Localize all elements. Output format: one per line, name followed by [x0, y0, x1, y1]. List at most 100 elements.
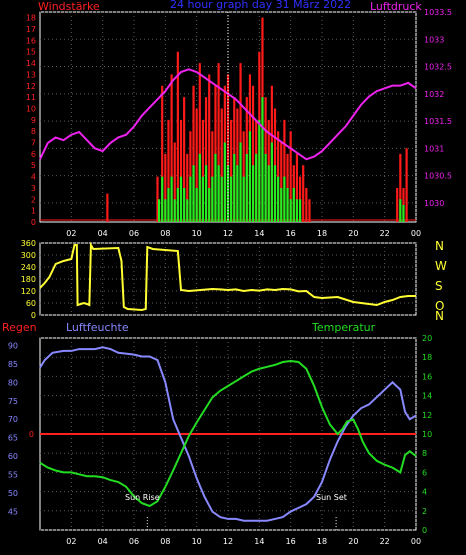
x-tick-label: 06	[129, 537, 139, 546]
sunset-label: Sun Set	[316, 493, 347, 502]
pressure-tick-label: 1033.5	[424, 8, 452, 17]
humidity-tick-label: 60	[8, 452, 18, 461]
wind-tick-label: 10	[26, 104, 36, 113]
x-tick-label: 14	[254, 229, 264, 238]
wind-tick-label: 1	[31, 207, 36, 216]
wind-direction-panel: 0 60 120 180 240 300 360	[21, 239, 417, 320]
temperature-tick-label: 0	[422, 526, 427, 535]
x-tick-label: 16	[286, 537, 296, 546]
x-tick-label: 12	[223, 537, 233, 546]
pressure-tick-label: 1030.5	[424, 172, 452, 181]
humidity-tick-label: 55	[8, 471, 18, 480]
direction-tick-label: 0	[31, 311, 36, 320]
humidity-title: Luftfeuchte	[66, 321, 129, 334]
x-tick-label: 14	[254, 537, 264, 546]
temperature-tick-label: 6	[422, 468, 427, 477]
wind-tick-label: 11	[26, 93, 36, 102]
x-tick-label: 16	[286, 229, 296, 238]
x-tick-label: 02	[66, 537, 76, 546]
temperature-title: Temperatur	[311, 321, 376, 334]
direction-tick-label: 300	[21, 251, 36, 260]
temperature-tick-label: 2	[422, 507, 427, 516]
pressure-tick-label: 1032.5	[424, 63, 452, 72]
x-tick-label: 20	[348, 537, 358, 546]
x-tick-label: 18	[317, 537, 327, 546]
temperature-tick-label: 10	[422, 430, 432, 439]
rain-title: Regen	[2, 321, 37, 334]
x-tick-label: 22	[380, 537, 390, 546]
x-tick-label: 04	[98, 537, 108, 546]
direction-tick-label: 180	[21, 275, 36, 284]
x-tick-label: 10	[192, 229, 202, 238]
humidity-tick-label: 65	[8, 434, 18, 443]
x-tick-label: 08	[160, 229, 170, 238]
wind-tick-label: 7	[31, 139, 36, 148]
wind-tick-label: 15	[26, 48, 36, 57]
wind-tick-label: 8	[31, 127, 36, 136]
rain-tick-label: 0	[29, 430, 34, 439]
humidity-tick-label: 75	[8, 397, 18, 406]
x-tick-label: 02	[66, 229, 76, 238]
direction-label-o: O	[435, 299, 444, 313]
pressure-tick-label: 1030	[424, 199, 444, 208]
temperature-tick-label: 16	[422, 372, 432, 381]
temperature-tick-label: 8	[422, 449, 427, 458]
humidity-tick-label: 85	[8, 360, 18, 369]
direction-label-w: W	[435, 259, 447, 273]
temperature-tick-label: 12	[422, 411, 432, 420]
sunrise-label: Sun Rise	[125, 493, 160, 502]
direction-label-n2: N	[435, 309, 444, 323]
wind-pressure-panel: 012345678910111213141516171810301030.510…	[26, 8, 452, 238]
direction-labels: N W S O N	[435, 239, 447, 323]
humidity-tick-label: 45	[8, 508, 18, 517]
x-tick-label: 00	[411, 537, 421, 546]
direction-label-s: S	[435, 279, 443, 293]
direction-label-n: N	[435, 239, 444, 253]
humidity-line	[39, 346, 417, 522]
wind-tick-label: 18	[26, 14, 36, 23]
wind-title: Windstärke	[38, 0, 100, 13]
pressure-tick-label: 1032	[424, 90, 444, 99]
temperature-line	[39, 360, 417, 508]
temperature-tick-label: 18	[422, 353, 432, 362]
x-tick-label: 04	[98, 229, 108, 238]
humidity-tick-label: 90	[8, 341, 18, 350]
x-tick-label: 18	[317, 229, 327, 238]
wind-tick-label: 12	[26, 82, 36, 91]
wind-tick-label: 16	[26, 36, 36, 45]
x-tick-label: 10	[192, 537, 202, 546]
x-tick-label: 12	[223, 229, 233, 238]
humidity-temperature-panel: 0246810121416182045505560657075808590002…	[8, 334, 432, 546]
temperature-tick-label: 14	[422, 392, 432, 401]
humidity-tick-label: 70	[8, 415, 18, 424]
x-tick-label: 06	[129, 229, 139, 238]
x-tick-label: 22	[380, 229, 390, 238]
pressure-title: Luftdruck	[370, 0, 422, 13]
direction-tick-label: 240	[21, 263, 36, 272]
chart-title: 24 hour graph day 31 März 2022	[170, 0, 351, 11]
wind-tick-label: 9	[31, 116, 36, 125]
direction-tick-label: 60	[26, 299, 36, 308]
wind-tick-label: 13	[26, 70, 36, 79]
pressure-tick-label: 1031	[424, 144, 444, 153]
pressure-tick-label: 1033	[424, 35, 444, 44]
humidity-tick-label: 50	[8, 489, 18, 498]
wind-tick-label: 2	[31, 195, 36, 204]
wind-tick-label: 5	[31, 161, 36, 170]
wind-direction-line	[39, 241, 416, 312]
wind-tick-label: 0	[31, 218, 36, 227]
temperature-tick-label: 20	[422, 334, 432, 343]
direction-tick-label: 120	[21, 287, 36, 296]
humidity-tick-label: 80	[8, 378, 18, 387]
x-tick-label: 08	[160, 537, 170, 546]
wind-tick-label: 3	[31, 184, 36, 193]
wind-tick-label: 4	[31, 173, 36, 182]
wind-tick-label: 6	[31, 150, 36, 159]
x-tick-label: 20	[348, 229, 358, 238]
temperature-tick-label: 4	[422, 488, 427, 497]
wind-tick-label: 14	[26, 59, 36, 68]
x-tick-label: 00	[411, 229, 421, 238]
wind-tick-label: 17	[26, 25, 36, 34]
pressure-tick-label: 1031.5	[424, 117, 452, 126]
